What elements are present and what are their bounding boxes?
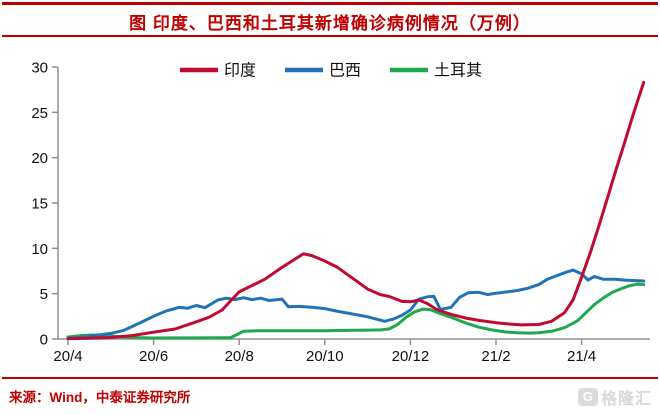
bottom-rule [2, 377, 658, 379]
axis-lines [57, 67, 650, 340]
source-note: 来源：Wind，中泰证券研究所 [9, 390, 191, 405]
x-axis-label: 20/4 [53, 348, 82, 365]
title-underline-rule [2, 35, 658, 37]
x-axis-label: 20/10 [306, 348, 344, 365]
watermark: G 格隆汇 [577, 385, 652, 409]
y-axis-label: 30 [31, 59, 48, 76]
line-chart: 0 5 10 15 20 25 30 20/4 20/6 20/8 20/10 20/12 21/2 21… [0, 44, 660, 376]
y-axis-label: 5 [40, 286, 48, 303]
legend-label-brazil: 巴西 [329, 63, 361, 80]
y-axis-label: 15 [31, 195, 48, 212]
y-axis-label: 0 [40, 332, 48, 349]
x-axis-label: 21/2 [481, 348, 510, 365]
series-line-turkey [66, 282, 646, 340]
watermark-text: 格隆汇 [600, 391, 652, 408]
series-line-india [66, 80, 646, 341]
y-axis-label: 25 [31, 105, 48, 122]
chart-title: 图 印度、巴西和土耳其新增确诊病例情况（万例） [129, 14, 531, 33]
x-axis-label: 20/6 [139, 348, 168, 365]
series-line-brazil [66, 268, 646, 340]
x-axis-label: 21/4 [567, 348, 596, 365]
gelonghui-logo-icon: G [577, 388, 598, 406]
y-axis-label: 20 [31, 150, 48, 167]
legend-label-turkey: 土耳其 [434, 62, 482, 80]
top-rule [2, 2, 658, 5]
x-axis-label: 20/8 [225, 348, 254, 365]
y-axis-label: 10 [31, 241, 48, 258]
line-chart-svg: 0 5 10 15 20 25 30 20/4 20/6 20/8 20/10 20/12 21/2 21… [31, 59, 650, 365]
legend-label-india: 印度 [224, 62, 256, 80]
x-axis-label: 20/12 [392, 348, 430, 365]
